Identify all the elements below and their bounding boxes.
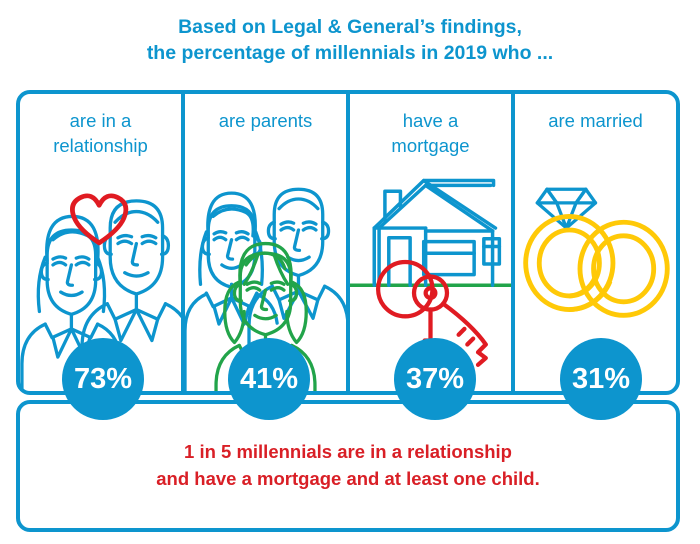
stat-value: 31% <box>571 362 631 395</box>
family-parents-and-child-icon <box>185 166 346 391</box>
stat-badge-mortgage: 37% <box>394 338 476 420</box>
heading-line-1: are in a <box>69 110 132 131</box>
statistics-panel-box: are in a relationship <box>16 90 680 395</box>
title-line-1: Based on Legal & General’s findings, <box>178 16 522 38</box>
title-line-2: the percentage of millennials in 2019 wh… <box>146 42 554 64</box>
summary-callout-box: 1 in 5 millennials are in a relationship… <box>16 400 680 532</box>
stat-badge-married: 31% <box>560 338 642 420</box>
stat-badge-parents: 41% <box>228 338 310 420</box>
summary-line-2: and have a mortgage and at least one chi… <box>156 468 540 489</box>
heading-line-1: have a <box>402 110 459 131</box>
stat-value: 37% <box>405 362 465 395</box>
stat-badge-relationship: 73% <box>62 338 144 420</box>
stat-value: 73% <box>73 362 133 395</box>
page-title: Based on Legal & General’s findings, the… <box>0 14 700 66</box>
panel-married-heading: are married <box>515 108 676 133</box>
panel-parents: are parents <box>181 94 346 391</box>
heading-line-1: are parents <box>218 110 313 131</box>
heading-line-1: are married <box>548 110 643 131</box>
summary-line-1: 1 in 5 millennials are in a relationship <box>184 441 512 462</box>
heading-line-2: mortgage <box>391 135 470 156</box>
panel-parents-heading: are parents <box>185 108 346 133</box>
panel-relationship-heading: are in a relationship <box>20 108 181 158</box>
wedding-rings-icon <box>515 166 676 391</box>
panel-married: are married <box>511 94 676 391</box>
summary-callout-text: 1 in 5 millennials are in a relationship… <box>20 438 676 492</box>
panel-columns: are in a relationship <box>20 94 676 391</box>
stat-value: 41% <box>239 362 299 395</box>
heading-line-2: relationship <box>53 135 148 156</box>
panel-mortgage-heading: have a mortgage <box>350 108 511 158</box>
